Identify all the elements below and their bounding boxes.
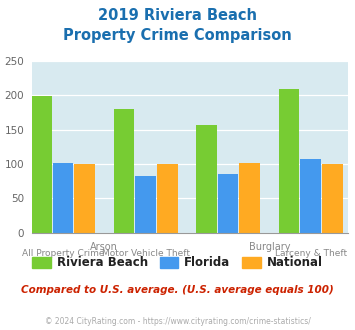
Bar bbox=[279, 88, 299, 233]
Text: © 2024 CityRating.com - https://www.cityrating.com/crime-statistics/: © 2024 CityRating.com - https://www.city… bbox=[45, 317, 310, 326]
Bar bbox=[322, 164, 343, 233]
Text: Arson: Arson bbox=[90, 242, 118, 252]
Bar bbox=[300, 158, 321, 233]
Text: Compared to U.S. average. (U.S. average equals 100): Compared to U.S. average. (U.S. average … bbox=[21, 285, 334, 295]
Text: Larceny & Theft: Larceny & Theft bbox=[275, 249, 347, 258]
Text: Property Crime Comparison: Property Crime Comparison bbox=[63, 28, 292, 43]
Text: Burglary: Burglary bbox=[249, 242, 290, 252]
Bar bbox=[31, 96, 51, 233]
Bar bbox=[53, 163, 73, 233]
Text: All Property Crime: All Property Crime bbox=[22, 249, 104, 258]
Legend: Riviera Beach, Florida, National: Riviera Beach, Florida, National bbox=[27, 252, 328, 274]
Text: 2019 Riviera Beach: 2019 Riviera Beach bbox=[98, 8, 257, 23]
Bar bbox=[218, 174, 239, 233]
Bar bbox=[114, 109, 134, 233]
Text: Motor Vehicle Theft: Motor Vehicle Theft bbox=[102, 249, 190, 258]
Bar bbox=[157, 164, 178, 233]
Bar bbox=[196, 125, 217, 233]
Bar bbox=[135, 176, 156, 233]
Bar bbox=[74, 164, 95, 233]
Bar bbox=[240, 163, 260, 233]
